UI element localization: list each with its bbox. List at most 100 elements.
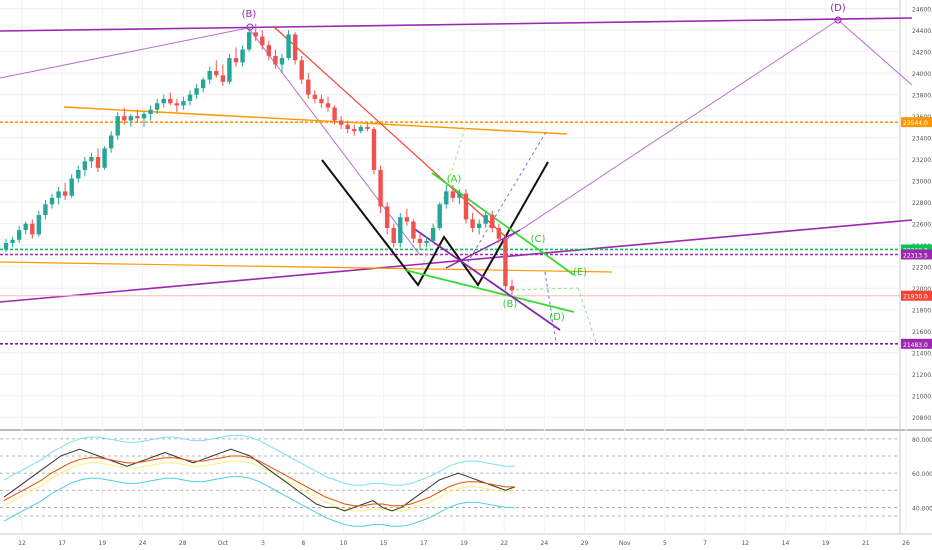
price-tag-bg [901, 117, 932, 128]
candle [76, 169, 81, 179]
candle [174, 103, 180, 106]
time-tick-label: 15 [380, 540, 388, 547]
price-tag-label: 23544.0 [903, 120, 928, 127]
time-tick-label: Oct [218, 540, 229, 547]
price-tick-label: 24600.0 [912, 7, 932, 14]
dotted-projection [467, 131, 547, 263]
price-tick-label: 21000.0 [912, 394, 932, 401]
oscillator-axis[interactable]: 80.0000 60.0000 40.0000 [912, 437, 932, 513]
candle [332, 107, 337, 121]
candle [161, 98, 166, 104]
price-tick-label: 21600.0 [912, 329, 932, 336]
candle [69, 178, 74, 196]
price-tag-bg [901, 290, 932, 301]
price-tag-bg [901, 249, 932, 260]
candle [312, 94, 318, 99]
time-tick-label: Nov [619, 540, 631, 547]
price-tick-label: 21400.0 [912, 351, 932, 358]
wave-marker [834, 16, 842, 24]
trend-line-top [0, 17, 913, 32]
time-tick-label: 24 [139, 540, 147, 547]
price-tag-bg [901, 244, 932, 255]
candle [207, 70, 212, 80]
time-tick-label: 5 [663, 540, 667, 547]
projection-line [837, 19, 913, 86]
candle [306, 79, 311, 95]
w-pattern [321, 159, 549, 287]
candle [62, 191, 68, 196]
candle [36, 215, 42, 235]
price-tag-label: 22313.5 [903, 252, 928, 259]
time-tick-label: 26 [902, 540, 910, 547]
time-tick-label: 3 [261, 540, 265, 547]
time-tick-label: 17 [58, 540, 66, 547]
price-axis[interactable]: 24600.024400.024200.024000.023800.023600… [901, 7, 932, 423]
dotted-projection [509, 287, 579, 291]
candle [89, 157, 94, 162]
osc-tick-label: 80.0000 [912, 437, 932, 444]
candle [371, 129, 377, 170]
time-tick-label: 8 [301, 540, 305, 547]
projection-line [249, 29, 421, 256]
candle [115, 116, 120, 136]
candle [3, 243, 9, 250]
candle [457, 193, 462, 198]
time-tick-label: 19 [99, 540, 107, 547]
candle [128, 116, 134, 121]
candle [43, 204, 48, 216]
wave-annotations: (B) (D) (A) (C) (E) (B) (D) [242, 3, 846, 323]
candle [483, 215, 488, 224]
candle [56, 191, 61, 198]
candle [338, 120, 344, 125]
green-channel-lower [404, 269, 575, 313]
candle [411, 221, 416, 239]
candle [122, 116, 127, 121]
candle [299, 60, 304, 80]
time-tick-label: 29 [581, 540, 589, 547]
candle [108, 135, 114, 149]
candle [273, 55, 278, 65]
projection-line [504, 19, 839, 241]
osc-tick-label: 60.0000 [912, 471, 932, 478]
candle [404, 217, 410, 222]
candle [476, 223, 482, 228]
projection-line [0, 27, 249, 79]
candle [398, 217, 403, 244]
price-tag: 21930.0 [901, 290, 932, 301]
time-tick-label: 24 [541, 540, 549, 547]
candles [3, 23, 515, 295]
candle [194, 88, 199, 95]
time-tick-label: 17 [420, 540, 428, 547]
price-tag: 23544.0 [901, 117, 932, 128]
candle [424, 240, 429, 244]
candle [227, 58, 232, 82]
time-tick-label: 21 [862, 540, 870, 547]
candle [384, 206, 390, 228]
candle [470, 219, 475, 228]
time-tick-label: 12 [18, 540, 26, 547]
price-tag: 22313.5 [901, 249, 932, 260]
candle [352, 129, 357, 132]
time-axis[interactable]: 12 17 19 24 28 Oct 3 8 10 15 17 19 22 24 29 Nov 5 7 12 14 19… [18, 540, 910, 547]
candle [417, 238, 423, 244]
candle [49, 197, 55, 205]
wave-label: (C) [531, 234, 546, 245]
candle [23, 223, 28, 231]
candle [214, 70, 219, 76]
candle [233, 58, 239, 63]
axis-background [900, 0, 932, 550]
candle [240, 49, 245, 63]
price-tick-label: 22200.0 [912, 265, 932, 272]
price-tick-label: 23800.0 [912, 93, 932, 100]
time-tick-label: 19 [822, 540, 830, 547]
time-tick-label: 7 [703, 540, 707, 547]
candle [102, 148, 107, 168]
osc-series-line [3, 455, 515, 507]
candle [358, 126, 364, 132]
price-tag-label: 21483.0 [903, 342, 928, 349]
drawing-lines [0, 17, 913, 345]
time-tick-label: 22 [500, 540, 508, 547]
candle [154, 103, 160, 110]
